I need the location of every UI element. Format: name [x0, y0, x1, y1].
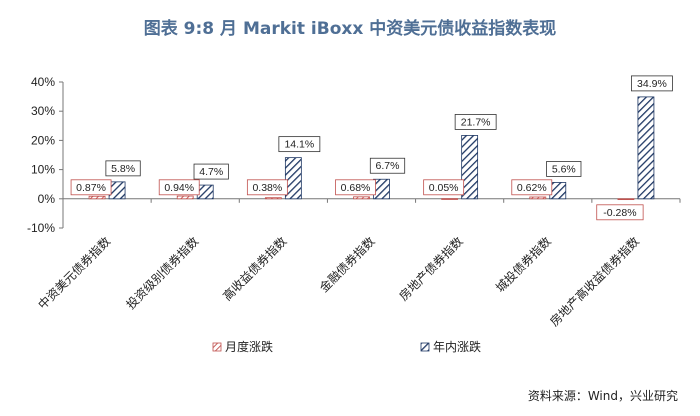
- y-tick-label: 40%: [31, 75, 55, 89]
- category-label: 高收益债券指数: [219, 234, 289, 304]
- label-box-monthly: [70, 179, 112, 196]
- bar-monthly: [264, 197, 282, 200]
- chart-legend: 月度涨跌 年内涨跌: [212, 339, 481, 354]
- label-box-yearly: [454, 114, 497, 130]
- category-label: 房地产高收益债券指数: [547, 234, 642, 329]
- label-box-monthly: [596, 204, 644, 221]
- chart-bars: [88, 96, 655, 201]
- bar-monthly: [88, 195, 106, 200]
- chart-title: 图表 9:8 月 Markit iBoxx 中资美元债收益指数表现: [143, 19, 557, 39]
- data-label-yearly: 4.7%: [199, 166, 223, 178]
- bar-monthly: [617, 198, 635, 201]
- data-labels: 5.8% 0.87% 4.7% 0.94% 14.1% 0.38% 6.7% 0.68% 21.…: [70, 75, 673, 221]
- y-tick-label: 10%: [31, 163, 55, 177]
- bar-yearly: [637, 96, 655, 200]
- bar-yearly: [549, 182, 567, 200]
- category-label: 投资级别债券指数: [123, 234, 201, 312]
- bar-yearly: [108, 181, 126, 200]
- legend-swatch-monthly: [212, 342, 222, 352]
- label-box-yearly: [546, 161, 582, 177]
- label-box-yearly: [278, 136, 321, 153]
- data-label-yearly: 5.6%: [552, 163, 576, 175]
- data-label-yearly: 14.1%: [284, 139, 314, 151]
- label-box-yearly: [105, 160, 141, 177]
- legend-swatch-yearly: [420, 342, 430, 352]
- category-label: 房地产债券指数: [396, 234, 466, 304]
- data-label-yearly: 21.7%: [461, 116, 491, 128]
- y-tick-label: 20%: [31, 133, 55, 147]
- data-label-monthly: -0.28%: [603, 207, 636, 219]
- label-box-yearly: [369, 157, 406, 174]
- bar-monthly: [353, 196, 370, 200]
- category-label: 金融债券指数: [316, 234, 378, 296]
- data-label-monthly: 0.94%: [164, 182, 194, 194]
- y-tick-label: 30%: [31, 104, 55, 118]
- data-label-monthly: 0.38%: [252, 182, 282, 194]
- data-label-yearly: 34.9%: [637, 78, 667, 90]
- bar-yearly: [461, 135, 479, 200]
- legend-label-yearly: 年内涨跌: [433, 339, 481, 354]
- data-label-yearly: 5.8%: [111, 163, 135, 175]
- label-box-yearly: [631, 75, 673, 92]
- label-box-monthly: [335, 179, 376, 196]
- source-note: 资料来源：Wind，兴业研究: [527, 389, 678, 403]
- label-box-monthly: [423, 179, 465, 196]
- bar-monthly: [441, 198, 459, 200]
- data-label-monthly: 0.87%: [76, 182, 106, 194]
- bar-monthly: [529, 196, 547, 200]
- data-label-monthly: 0.68%: [341, 182, 371, 194]
- bar-yearly: [284, 157, 302, 200]
- y-tick-label: 0%: [38, 192, 56, 206]
- data-label-yearly: 6.7%: [376, 160, 400, 172]
- label-box-yearly: [193, 163, 229, 180]
- label-box-monthly: [511, 179, 553, 196]
- data-label-monthly: 0.05%: [429, 182, 459, 194]
- label-box-monthly: [246, 179, 288, 196]
- data-label-monthly: 0.62%: [517, 182, 547, 194]
- chart-axes: 40% 30% 20% 10% 0% -10%中资美元债券指数 投资级别债券指数 高收益债券指…: [27, 75, 681, 329]
- legend-label-monthly: 月度涨跌: [225, 339, 273, 354]
- bar-monthly: [176, 195, 194, 200]
- label-box-monthly: [158, 179, 200, 196]
- y-tick-label: -10%: [27, 221, 55, 235]
- category-label: 中资美元债券指数: [35, 234, 113, 312]
- category-label: 城投债券指数: [492, 234, 554, 296]
